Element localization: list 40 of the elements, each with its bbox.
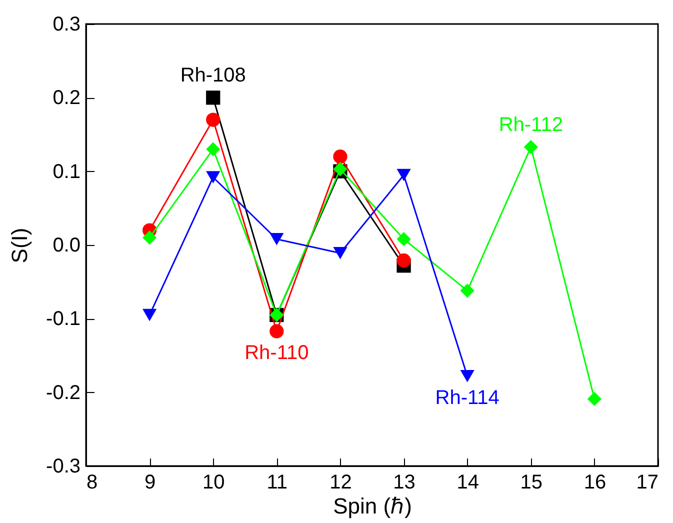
x-tick-label: 16 <box>584 472 606 494</box>
point <box>524 140 538 154</box>
y-tick-label: -0.1 <box>46 308 80 330</box>
point <box>206 142 220 156</box>
point <box>142 308 157 322</box>
y-tick-label: 0.1 <box>52 160 80 183</box>
x-tick-label: 17 <box>636 472 658 494</box>
point <box>206 90 220 105</box>
point <box>460 370 474 382</box>
x-tick-label: 14 <box>456 472 479 494</box>
y-tick-label: 0.3 <box>52 14 80 36</box>
point <box>460 284 474 298</box>
x-tick-label: 15 <box>520 472 543 494</box>
y-tick-label: 0.0 <box>52 234 80 256</box>
point <box>206 171 220 184</box>
x-tick-label: 8 <box>86 472 98 494</box>
point <box>206 112 220 127</box>
x-axis-title: Spin (ℏ) <box>333 494 412 518</box>
point <box>333 150 348 164</box>
point <box>396 232 411 246</box>
point <box>270 232 284 246</box>
x-tick-label: 13 <box>393 472 416 494</box>
point <box>333 246 348 260</box>
x-tick-label: 12 <box>330 472 352 494</box>
point <box>587 392 602 406</box>
y-tick-label: 0.2 <box>52 87 80 110</box>
series-label: Rh-108 <box>180 64 246 87</box>
series-label: Rh-114 <box>435 387 500 410</box>
y-axis-title: S(I) <box>7 228 32 264</box>
point <box>270 324 284 338</box>
x-tick-label: 9 <box>144 472 156 494</box>
series-label: Rh-110 <box>244 342 309 364</box>
point <box>396 168 411 182</box>
y-tick-label: -0.2 <box>46 382 80 404</box>
point <box>396 253 411 268</box>
series-label: Rh-112 <box>498 114 563 136</box>
x-tick-label: 10 <box>202 472 225 494</box>
point <box>142 230 157 245</box>
y-tick-label: -0.3 <box>46 456 80 478</box>
x-tick-label: 11 <box>266 472 288 494</box>
